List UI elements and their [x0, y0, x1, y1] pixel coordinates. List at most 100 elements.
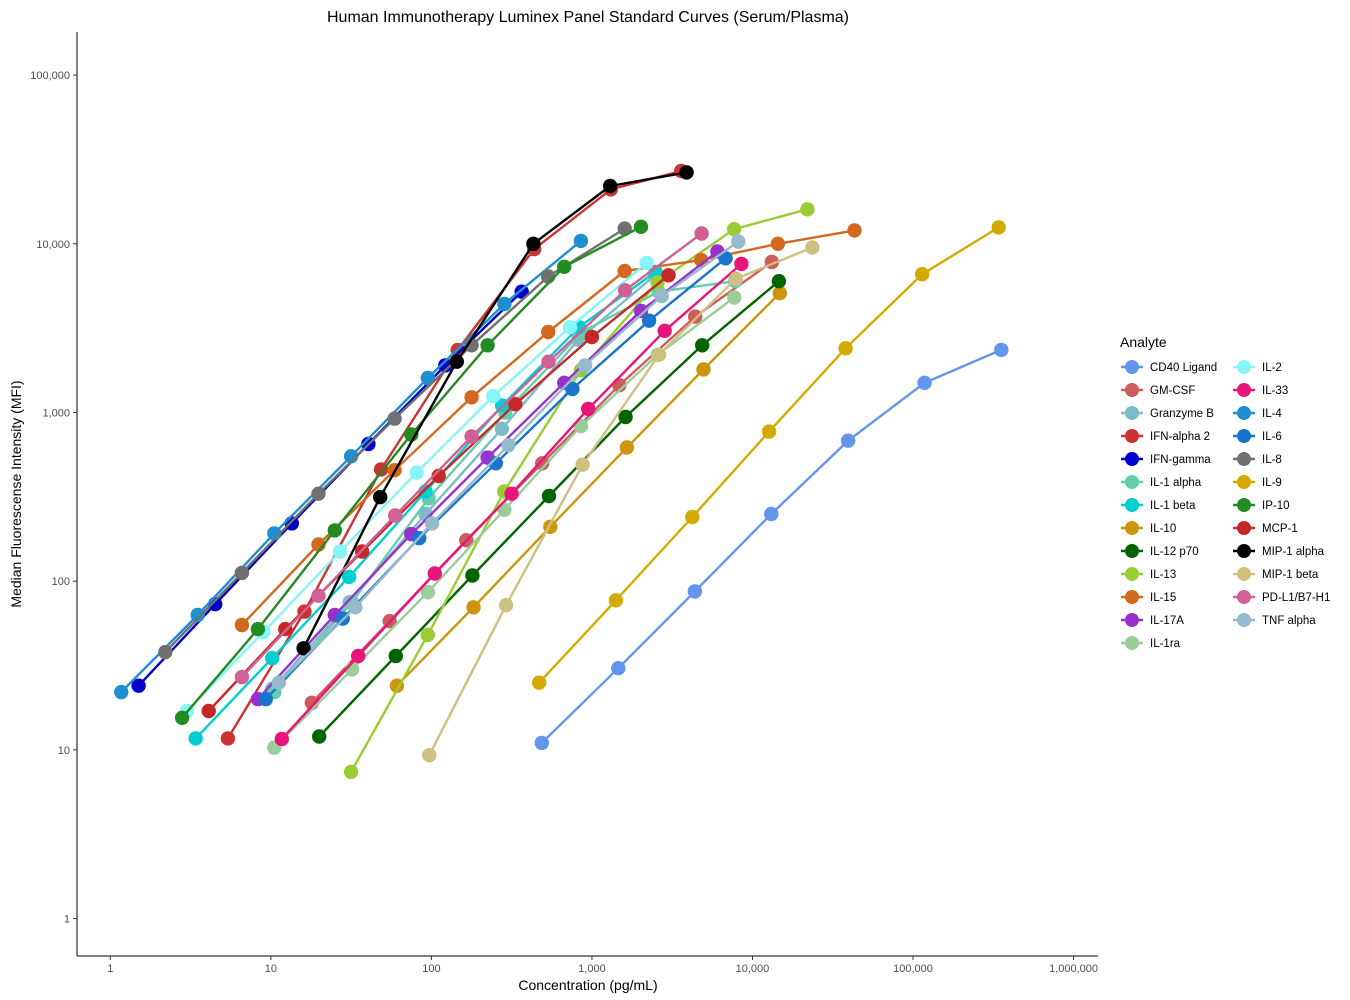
series-mcp-1 — [201, 268, 676, 719]
data-point-il-8 — [311, 486, 326, 501]
data-point-il-33 — [504, 486, 519, 501]
legend-key-marker — [1125, 613, 1139, 627]
legend-label: IL-12 p70 — [1150, 546, 1199, 558]
legend-item-il-1ra: IL-1ra — [1121, 636, 1181, 650]
data-point-gm-csf — [688, 309, 703, 324]
series-il-9 — [532, 220, 1006, 690]
data-point-il-15 — [694, 252, 709, 268]
data-point-mip-1-beta — [422, 748, 437, 763]
data-point-il-9 — [685, 509, 700, 525]
legend-key-marker — [1125, 383, 1139, 397]
data-point-il-2 — [486, 388, 501, 404]
data-point-il-15 — [464, 390, 479, 405]
legend-label: CD40 Ligand — [1150, 362, 1217, 374]
data-point-il-12-p70 — [312, 729, 327, 744]
legend-key-marker — [1237, 475, 1251, 489]
series-line-cd40-ligand — [540, 348, 1003, 745]
legend-key-marker — [1125, 360, 1139, 374]
data-point-il-6 — [718, 251, 733, 266]
legend-item-ip-10: IP-10 — [1233, 498, 1290, 512]
data-point-ifn-gamma — [284, 516, 299, 531]
legend-key-marker — [1237, 429, 1251, 443]
legend-item-gm-csf: GM-CSF — [1121, 383, 1195, 397]
data-point-mip-1-alpha — [373, 489, 388, 505]
y-tick-label: 1,000 — [42, 407, 70, 419]
data-point-ip-10 — [633, 219, 649, 234]
x-tick-label: 1 — [107, 963, 113, 975]
legend-item-granzyme-b: Granzyme B — [1121, 406, 1214, 420]
series-line-il-10 — [395, 291, 781, 687]
legend-label: IFN-alpha 2 — [1150, 431, 1210, 443]
y-tick-label: 1 — [64, 914, 70, 926]
series-line-mip-1-alpha — [302, 171, 688, 650]
series-line-il-15 — [240, 229, 856, 627]
data-point-il-15 — [847, 223, 862, 238]
data-point-il-8 — [158, 644, 173, 660]
data-point-il-4 — [573, 233, 589, 249]
series-il-10 — [389, 285, 787, 693]
data-point-tnf-alpha — [654, 288, 669, 304]
legend: Analyte CD40 Ligand GM-CSF Granzyme B IFN-a… — [1120, 334, 1330, 650]
data-point-il-33 — [274, 731, 289, 747]
data-point-ifn-alpha-2 — [220, 731, 236, 746]
series-il-1ra — [267, 290, 742, 755]
data-point-tnf-alpha — [271, 675, 286, 690]
data-point-il-33 — [734, 256, 749, 272]
legend-item-pd-l1-b7-h1: PD-L1/B7-H1 — [1233, 590, 1330, 604]
legend-label: Granzyme B — [1150, 408, 1214, 420]
legend-key-marker — [1237, 406, 1251, 420]
data-point-il-10 — [696, 362, 711, 377]
data-point-mcp-1 — [201, 703, 216, 719]
data-point-cd40-ligand — [917, 375, 932, 390]
data-point-ifn-gamma — [131, 678, 146, 693]
series-pd-l1-b7-h1 — [234, 226, 709, 685]
series-il-8 — [158, 221, 632, 660]
data-point-il-33 — [351, 648, 366, 664]
data-point-il-1ra — [420, 585, 435, 600]
data-point-mip-1-beta — [805, 240, 820, 255]
data-point-pd-l1-b7-h1 — [234, 669, 250, 685]
data-point-il-1ra — [727, 290, 742, 305]
y-tick-label: 10,000 — [36, 239, 70, 251]
legend-item-il-9: IL-9 — [1233, 475, 1282, 489]
legend-key-marker — [1125, 567, 1139, 581]
data-point-tnf-alpha — [731, 234, 746, 249]
legend-item-mip-1-beta: MIP-1 beta — [1233, 567, 1319, 581]
data-point-pd-l1-b7-h1 — [617, 283, 633, 298]
y-tick-label: 100 — [52, 576, 70, 588]
series-gm-csf — [304, 254, 779, 710]
legend-label: IL-1ra — [1150, 638, 1181, 650]
data-point-il-12-p70 — [388, 648, 403, 664]
legend-item-il-4: IL-4 — [1233, 406, 1282, 420]
x-tick-label: 1,000 — [578, 963, 606, 975]
data-point-il-15 — [617, 263, 632, 279]
series-mip-1-alpha — [296, 165, 694, 656]
legend-label: IL-2 — [1262, 362, 1282, 374]
data-point-il-12-p70 — [465, 568, 480, 583]
legend-item-il-12-p70: IL-12 p70 — [1121, 544, 1199, 558]
x-tick-label: 10 — [265, 963, 277, 975]
legend-item-il-17a: IL-17A — [1121, 613, 1184, 627]
data-point-mip-1-alpha — [296, 641, 311, 656]
legend-key-marker — [1237, 383, 1251, 397]
data-point-il-12-p70 — [771, 274, 787, 289]
data-point-il-4 — [114, 684, 129, 700]
series-il-12-p70 — [312, 274, 787, 744]
legend-label: IL-13 — [1150, 569, 1176, 581]
data-point-il-8 — [234, 565, 250, 581]
data-point-mip-1-alpha — [526, 236, 541, 251]
legend-label: IL-8 — [1262, 454, 1282, 466]
data-point-pd-l1-b7-h1 — [464, 429, 479, 444]
data-point-il-13 — [420, 627, 435, 643]
data-point-mcp-1 — [661, 268, 676, 283]
data-point-il-9 — [761, 424, 777, 439]
legend-item-mcp-1: MCP-1 — [1233, 521, 1298, 535]
legend-key-marker — [1237, 613, 1251, 627]
data-point-il-12-p70 — [541, 488, 557, 504]
data-point-cd40-ligand — [764, 506, 779, 522]
legend-label: MCP-1 — [1262, 523, 1298, 535]
data-point-pd-l1-b7-h1 — [694, 226, 709, 241]
legend-key-marker — [1125, 475, 1139, 489]
legend-item-il-2: IL-2 — [1233, 360, 1282, 374]
